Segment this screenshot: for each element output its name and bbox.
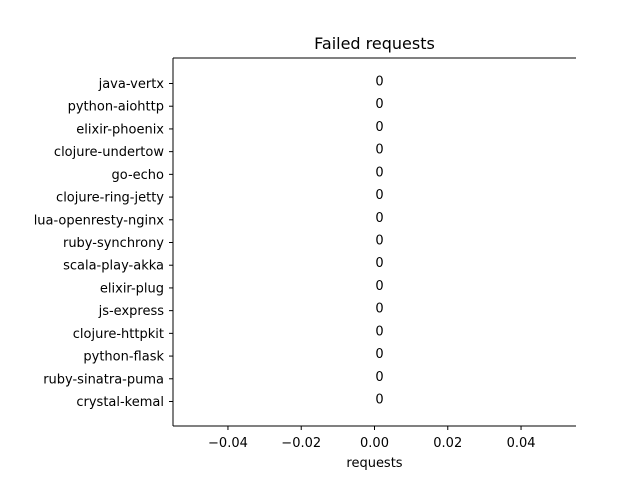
- data-label: 0: [375, 256, 383, 271]
- y-tick-label: go-echo: [112, 168, 165, 183]
- y-tick-label: ruby-sinatra-puma: [43, 372, 164, 387]
- data-label: 0: [375, 165, 383, 180]
- y-tick-label: python-flask: [83, 350, 164, 365]
- data-label: 0: [375, 324, 383, 339]
- y-tick-label: clojure-undertow: [54, 145, 164, 160]
- y-tick-label: java-vertx: [98, 77, 165, 92]
- x-tick-label: −0.02: [281, 436, 321, 451]
- chart-title: Failed requests: [314, 34, 435, 53]
- x-axis-label: requests: [346, 456, 402, 471]
- y-tick-label: clojure-httpkit: [73, 327, 164, 342]
- y-tick-label: scala-play-akka: [63, 259, 164, 274]
- data-label: 0: [375, 120, 383, 135]
- y-tick-label: python-aiohttp: [68, 100, 164, 115]
- x-tick-label: 0.04: [507, 436, 536, 451]
- x-tick-label: −0.04: [208, 436, 248, 451]
- data-label: 0: [375, 211, 383, 226]
- data-label: 0: [375, 347, 383, 362]
- data-label: 0: [375, 143, 383, 158]
- y-tick-label: clojure-ring-jetty: [56, 191, 164, 206]
- y-tick-label: elixir-phoenix: [76, 122, 164, 137]
- y-tick-label: js-express: [98, 304, 165, 319]
- data-label: 0: [375, 370, 383, 385]
- plot-area: −0.04 −0.02 0.00 0.02 0.04 java-vertx 0 python-…: [34, 57, 576, 451]
- x-tick-label: 0.00: [360, 436, 389, 451]
- y-tick-label: ruby-synchrony: [63, 236, 164, 251]
- data-label: 0: [375, 302, 383, 317]
- data-label: 0: [375, 279, 383, 294]
- y-tick-label: crystal-kemal: [76, 395, 164, 410]
- data-label: 0: [375, 393, 383, 408]
- data-label: 0: [375, 75, 383, 90]
- data-label: 0: [375, 97, 383, 112]
- y-tick-label: lua-openresty-nginx: [34, 213, 165, 228]
- data-label: 0: [375, 234, 383, 249]
- y-tick-label: elixir-plug: [100, 281, 164, 296]
- data-label: 0: [375, 188, 383, 203]
- x-tick-label: 0.02: [433, 436, 462, 451]
